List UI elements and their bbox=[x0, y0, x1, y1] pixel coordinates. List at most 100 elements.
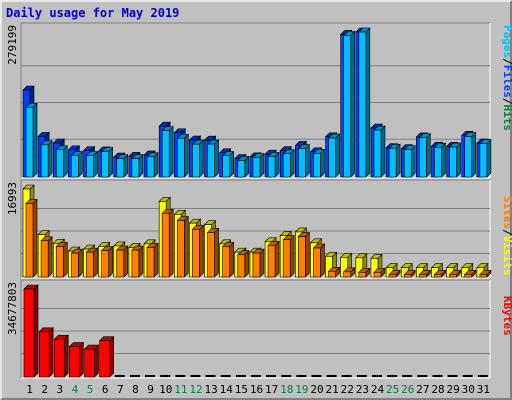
bar-pages-24 bbox=[373, 125, 386, 178]
bar-sites-11 bbox=[176, 215, 190, 278]
bar-pages-7 bbox=[116, 153, 129, 178]
x-tick-26: 26 bbox=[401, 383, 414, 396]
bar-kbytes-19 bbox=[296, 375, 307, 377]
bar-kbytes-23 bbox=[356, 375, 367, 377]
bar-kbytes-14 bbox=[220, 375, 231, 377]
bar-sites-20 bbox=[312, 243, 326, 278]
legend-kbytes: KBytes bbox=[501, 296, 512, 336]
bar-sites-3 bbox=[55, 241, 68, 278]
bar-kbytes-21 bbox=[326, 375, 337, 377]
bar-pages-16 bbox=[252, 152, 265, 178]
bar-kbytes-27 bbox=[417, 375, 428, 377]
y-max-label: 34677803 bbox=[6, 282, 19, 335]
bar-sites-18 bbox=[282, 234, 295, 278]
bar-pages-20 bbox=[312, 148, 326, 178]
x-tick-4: 4 bbox=[72, 383, 79, 396]
bar-sites-7 bbox=[116, 245, 129, 278]
x-tick-9: 9 bbox=[147, 383, 154, 396]
bar-pages-3 bbox=[55, 145, 68, 178]
bar-kbytes-10 bbox=[160, 375, 171, 377]
x-tick-19: 19 bbox=[295, 383, 308, 396]
bar-pages-30 bbox=[464, 131, 477, 178]
bar-kbytes-18 bbox=[281, 375, 292, 377]
bar-sites-27 bbox=[418, 269, 432, 278]
bar-pages-28 bbox=[433, 142, 447, 178]
bar-kbytes-12 bbox=[190, 375, 201, 377]
bar-pages-1 bbox=[25, 102, 38, 178]
bar-kbytes-8 bbox=[129, 375, 140, 377]
bar-kbytes-20 bbox=[311, 375, 322, 377]
bar-pages-12 bbox=[191, 139, 205, 178]
x-tick-1: 1 bbox=[26, 383, 33, 396]
bar-kbytes-9 bbox=[145, 375, 156, 377]
x-tick-6: 6 bbox=[102, 383, 109, 396]
x-tick-7: 7 bbox=[117, 383, 124, 396]
bar-sites-21 bbox=[327, 266, 341, 278]
bar-kbytes-6 bbox=[98, 335, 115, 378]
x-tick-29: 29 bbox=[447, 383, 460, 396]
bar-kbytes-4 bbox=[68, 341, 85, 378]
bar-kbytes-17 bbox=[266, 375, 277, 377]
x-tick-21: 21 bbox=[326, 383, 339, 396]
x-tick-24: 24 bbox=[371, 383, 385, 396]
bar-pages-15 bbox=[237, 155, 250, 178]
bar-pages-23 bbox=[358, 27, 371, 178]
bar-kbytes-30 bbox=[462, 375, 473, 377]
bar-pages-2 bbox=[40, 140, 53, 178]
x-tick-16: 16 bbox=[250, 383, 263, 396]
bar-kbytes-7 bbox=[114, 375, 125, 377]
bar-kbytes-29 bbox=[447, 375, 458, 377]
x-tick-18: 18 bbox=[280, 383, 293, 396]
bar-kbytes-11 bbox=[175, 375, 186, 377]
bar-pages-26 bbox=[403, 144, 416, 178]
legend-pages-files-hits: Pages/Files/Hits bbox=[501, 25, 512, 131]
bar-kbytes-31 bbox=[477, 375, 488, 377]
bar-sites-31 bbox=[479, 269, 492, 278]
bar-sites-26 bbox=[403, 269, 416, 278]
bar-sites-2 bbox=[40, 236, 53, 278]
bar-pages-21 bbox=[327, 133, 341, 178]
bar-pages-27 bbox=[418, 133, 432, 178]
x-tick-20: 20 bbox=[310, 383, 323, 396]
x-tick-27: 27 bbox=[416, 383, 429, 396]
bar-kbytes-13 bbox=[205, 375, 216, 377]
bar-sites-29 bbox=[448, 269, 462, 278]
y-max-label: 279199 bbox=[6, 25, 19, 65]
bar-pages-14 bbox=[221, 150, 235, 178]
x-tick-30: 30 bbox=[462, 383, 475, 396]
y-max-label: 16993 bbox=[6, 182, 19, 215]
bar-kbytes-2 bbox=[38, 327, 54, 378]
x-tick-13: 13 bbox=[204, 383, 217, 396]
bar-sites-8 bbox=[131, 245, 144, 278]
bar-sites-23 bbox=[358, 267, 371, 278]
bar-pages-8 bbox=[131, 153, 144, 178]
bar-sites-6 bbox=[100, 245, 114, 278]
x-tick-22: 22 bbox=[341, 383, 354, 396]
bar-pages-22 bbox=[342, 30, 356, 178]
x-tick-17: 17 bbox=[265, 383, 278, 396]
x-tick-3: 3 bbox=[57, 383, 64, 396]
bar-sites-9 bbox=[146, 242, 159, 278]
bar-sites-16 bbox=[252, 248, 265, 278]
bar-sites-15 bbox=[237, 250, 250, 278]
bar-sites-22 bbox=[342, 267, 356, 278]
bar-sites-10 bbox=[161, 208, 174, 278]
bar-kbytes-15 bbox=[235, 375, 246, 377]
bar-kbytes-16 bbox=[250, 375, 261, 377]
bar-pages-9 bbox=[146, 152, 159, 178]
x-tick-23: 23 bbox=[356, 383, 369, 396]
bar-kbytes-1 bbox=[23, 284, 39, 378]
bar-kbytes-3 bbox=[53, 334, 69, 378]
bar-sites-19 bbox=[297, 231, 311, 278]
bar-pages-6 bbox=[100, 146, 114, 178]
bar-pages-10 bbox=[161, 125, 174, 178]
bar-pages-4 bbox=[70, 150, 84, 178]
bar-pages-31 bbox=[479, 138, 492, 178]
bar-pages-25 bbox=[388, 143, 401, 178]
x-tick-2: 2 bbox=[41, 383, 48, 396]
x-tick-10: 10 bbox=[159, 383, 172, 396]
x-tick-15: 15 bbox=[235, 383, 248, 396]
bar-sites-1 bbox=[25, 198, 38, 278]
bar-sites-12 bbox=[191, 224, 205, 278]
